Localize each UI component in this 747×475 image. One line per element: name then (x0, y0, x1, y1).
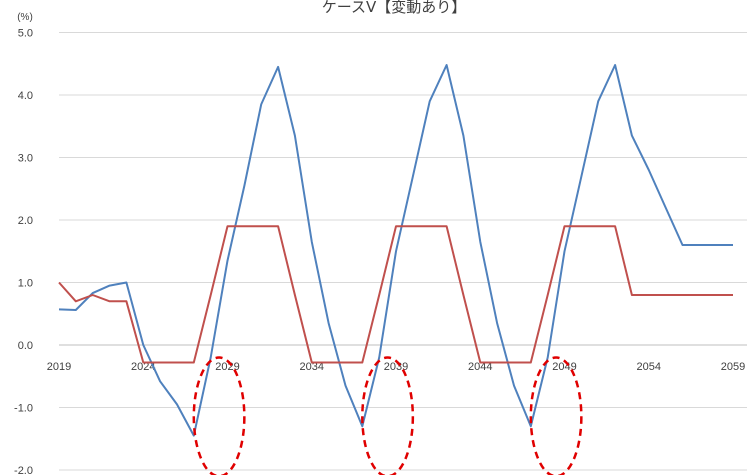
series-line-1 (58, 64, 733, 437)
annotation-ellipse (529, 356, 583, 475)
y-tick-label: -1.0 (14, 403, 33, 415)
x-tick-label: 2024 (131, 361, 155, 373)
x-tick-label: 2044 (468, 361, 492, 373)
x-tick-label: 2029 (215, 361, 239, 373)
y-tick-label: 2.0 (18, 215, 33, 227)
y-tick-label: 5.0 (18, 28, 33, 40)
x-tick-label: 2049 (552, 361, 576, 373)
series-line-2 (58, 225, 733, 364)
y-tick-label: 4.0 (18, 90, 33, 102)
x-tick-label: 2059 (721, 361, 745, 373)
x-tick-label: 2034 (300, 361, 324, 373)
y-unit-label: (%) (17, 12, 33, 23)
y-tick-label: 1.0 (18, 278, 33, 290)
x-axis-tick-labels: 2019 2024 2029 2034 2039 2044 2049 2054 2059 (47, 361, 745, 373)
y-axis-tick-labels: 5.0 4.0 3.0 2.0 1.0 0.0 -1.0 -2.0 (14, 28, 33, 475)
y-tick-label: 3.0 (18, 153, 33, 165)
annotation-ellipse (192, 356, 246, 475)
annotation-ellipses (192, 356, 583, 475)
y-tick-label: 0.0 (18, 340, 33, 352)
x-tick-label: 2054 (637, 361, 661, 373)
x-tick-label: 2039 (384, 361, 408, 373)
series-lines (58, 64, 733, 437)
y-tick-label: -2.0 (14, 465, 33, 475)
x-tick-label: 2019 (47, 361, 71, 373)
chart-title: ケースⅤ【変動あり】 (322, 0, 467, 16)
annotation-ellipse (361, 356, 415, 475)
gridlines (59, 32, 747, 471)
